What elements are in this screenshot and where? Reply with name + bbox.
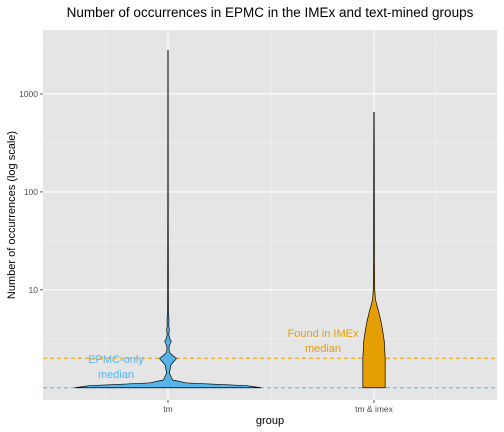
violins <box>74 49 386 389</box>
chart-title: Number of occurrences in EPMC in the IME… <box>67 5 474 20</box>
y-tick-label: 1000 <box>19 89 38 99</box>
violin-tm <box>74 49 262 389</box>
x-axis-title: group <box>256 415 284 427</box>
median-annotation-line: median <box>305 343 341 355</box>
minor-grid <box>43 30 497 400</box>
median-annotation-line: EPMC-only <box>88 354 144 366</box>
median-reference-lines <box>43 357 497 389</box>
y-axis-title: Number of occurrences (log scale) <box>6 131 18 299</box>
median-annotation-line: Found in IMEx <box>288 328 359 340</box>
median-annotation-line: median <box>98 369 134 381</box>
y-tick-label: 10 <box>29 285 39 295</box>
y-tick-label: 100 <box>24 187 38 197</box>
violin-tm-imex <box>362 111 386 389</box>
x-tick-label: tm <box>163 404 172 414</box>
median-annotations: EPMC-only median Found in IMEx median <box>88 328 359 381</box>
x-tick-label: tm & imex <box>355 404 394 414</box>
plot-panel <box>43 30 497 400</box>
y-axis-ticks: 10 100 1000 <box>19 89 43 295</box>
x-axis-ticks: tm tm & imex <box>163 400 394 414</box>
